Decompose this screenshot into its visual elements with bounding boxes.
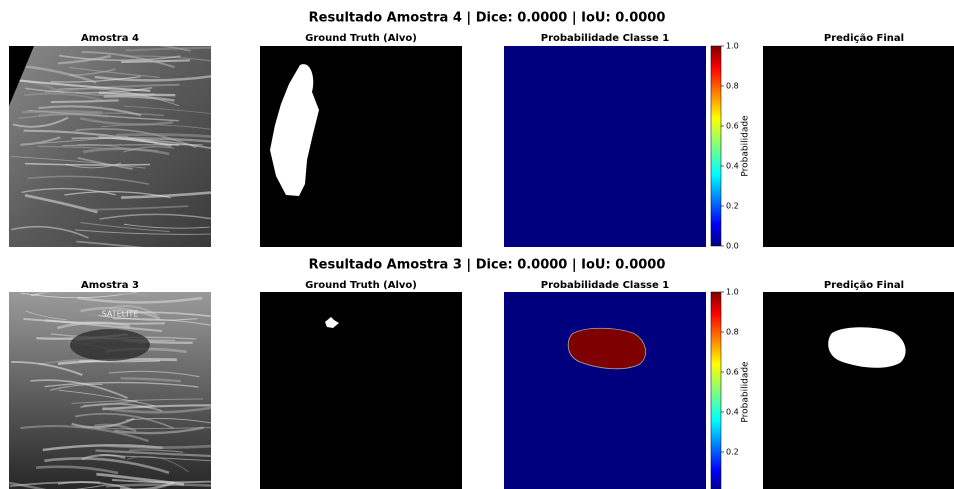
figure-title: Resultado Amostra 3 | Dice: 0.0000 | IoU… (309, 258, 666, 273)
prediction-bg (763, 292, 954, 489)
colorbar (711, 46, 721, 246)
colorbar-label: Probabilidade (741, 115, 751, 177)
page: {"figures": [ {"title": "Resultado Amost… (0, 0, 954, 489)
colorbar-tick-label: 0.0 (726, 242, 739, 251)
panel-title: Probabilidade Classe 1 (541, 33, 669, 44)
colorbar (711, 292, 721, 489)
figure: Resultado Amostra 4 | Dice: 0.0000 | IoU… (0, 0, 954, 489)
ultrasound-image: SATELITE (9, 288, 265, 489)
panel-title: Ground Truth (Alvo) (305, 33, 417, 44)
tissue-streak (23, 111, 102, 112)
panel-title: Ground Truth (Alvo) (305, 280, 417, 291)
colorbar-tick-label: 1.0 (726, 42, 739, 51)
probability-map (504, 292, 706, 489)
colorbar-tick-label: 0.4 (726, 408, 739, 417)
colorbar-tick-label: 0.8 (726, 82, 739, 91)
colorbar-tick-label: 0.6 (726, 122, 739, 131)
colorbar-tick-label: 0.6 (726, 368, 739, 377)
panel-title: Predição Final (824, 33, 904, 44)
colorbar-tick-label: 0.8 (726, 328, 739, 337)
colorbar-tick-label: 0.2 (726, 448, 739, 457)
panel-title: Amostra 4 (81, 33, 139, 44)
colorbar-label: Probabilidade (741, 361, 751, 423)
ultrasound-image (9, 42, 279, 253)
ground-truth-bg (260, 292, 462, 489)
image-text: SATELITE (102, 310, 139, 319)
dark-region (70, 329, 150, 361)
colorbar-tick-label: 0.4 (726, 162, 739, 171)
panel-title: Predição Final (824, 280, 904, 291)
probability-map (504, 46, 706, 247)
figure-title: Resultado Amostra 4 | Dice: 0.0000 | IoU… (309, 11, 666, 26)
prediction-bg (763, 46, 954, 247)
colorbar-tick-label: 1.0 (726, 288, 739, 297)
panel-title: Probabilidade Classe 1 (541, 280, 669, 291)
colorbar-tick-label: 0.2 (726, 202, 739, 211)
panel-title: Amostra 3 (81, 280, 139, 291)
